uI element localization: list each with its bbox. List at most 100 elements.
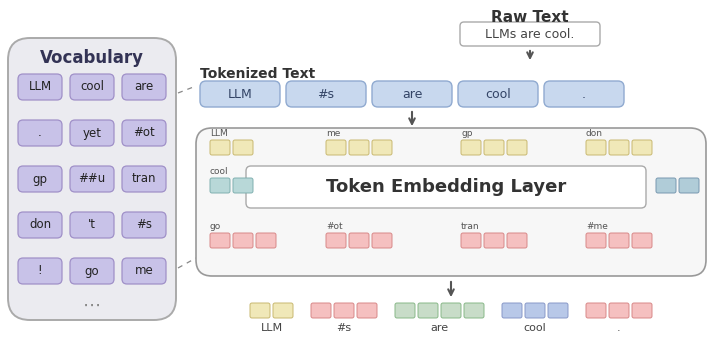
- FancyBboxPatch shape: [656, 178, 676, 193]
- FancyBboxPatch shape: [70, 166, 114, 192]
- Text: yet: yet: [83, 126, 102, 140]
- FancyBboxPatch shape: [311, 303, 331, 318]
- FancyBboxPatch shape: [609, 303, 629, 318]
- Text: #ot: #ot: [133, 126, 155, 140]
- FancyBboxPatch shape: [273, 303, 293, 318]
- FancyBboxPatch shape: [461, 140, 481, 155]
- FancyBboxPatch shape: [326, 233, 346, 248]
- Text: ⋯: ⋯: [83, 297, 101, 315]
- FancyBboxPatch shape: [609, 233, 629, 248]
- Text: don: don: [586, 129, 603, 138]
- FancyBboxPatch shape: [8, 38, 176, 320]
- Text: go: go: [85, 265, 99, 277]
- Text: don: don: [29, 219, 51, 231]
- FancyBboxPatch shape: [18, 120, 62, 146]
- Text: Raw Text: Raw Text: [491, 10, 569, 25]
- FancyBboxPatch shape: [233, 140, 253, 155]
- FancyBboxPatch shape: [586, 140, 606, 155]
- Text: are: are: [135, 80, 153, 94]
- Text: are: are: [431, 323, 449, 333]
- FancyBboxPatch shape: [548, 303, 568, 318]
- Text: cool: cool: [523, 323, 546, 333]
- FancyBboxPatch shape: [544, 81, 624, 107]
- FancyBboxPatch shape: [349, 140, 369, 155]
- Text: #me: #me: [586, 222, 608, 231]
- FancyBboxPatch shape: [70, 74, 114, 100]
- Text: #s: #s: [336, 323, 351, 333]
- FancyBboxPatch shape: [122, 120, 166, 146]
- FancyBboxPatch shape: [372, 81, 452, 107]
- Text: LLM: LLM: [28, 80, 52, 94]
- FancyBboxPatch shape: [357, 303, 377, 318]
- Text: LLM: LLM: [210, 129, 228, 138]
- FancyBboxPatch shape: [210, 233, 230, 248]
- FancyBboxPatch shape: [632, 233, 652, 248]
- FancyBboxPatch shape: [18, 166, 62, 192]
- Text: .: .: [38, 126, 42, 140]
- FancyBboxPatch shape: [395, 303, 415, 318]
- FancyBboxPatch shape: [458, 81, 538, 107]
- FancyBboxPatch shape: [122, 212, 166, 238]
- Text: LLMs are cool.: LLMs are cool.: [485, 27, 575, 41]
- FancyBboxPatch shape: [246, 166, 646, 208]
- FancyBboxPatch shape: [210, 178, 230, 193]
- Text: #s: #s: [318, 88, 335, 100]
- Text: gp: gp: [461, 129, 472, 138]
- FancyBboxPatch shape: [441, 303, 461, 318]
- FancyBboxPatch shape: [586, 303, 606, 318]
- Text: Token Embedding Layer: Token Embedding Layer: [326, 178, 566, 196]
- Text: !: !: [37, 265, 42, 277]
- Text: me: me: [326, 129, 341, 138]
- FancyBboxPatch shape: [334, 303, 354, 318]
- Text: LLM: LLM: [228, 88, 253, 100]
- FancyBboxPatch shape: [18, 258, 62, 284]
- FancyBboxPatch shape: [233, 178, 253, 193]
- Text: tran: tran: [461, 222, 480, 231]
- FancyBboxPatch shape: [256, 233, 276, 248]
- Text: .: .: [617, 323, 621, 333]
- FancyBboxPatch shape: [484, 233, 504, 248]
- FancyBboxPatch shape: [461, 233, 481, 248]
- FancyBboxPatch shape: [233, 233, 253, 248]
- FancyBboxPatch shape: [464, 303, 484, 318]
- FancyBboxPatch shape: [18, 74, 62, 100]
- Text: Vocabulary: Vocabulary: [40, 49, 144, 67]
- FancyBboxPatch shape: [196, 128, 706, 276]
- FancyBboxPatch shape: [507, 140, 527, 155]
- FancyBboxPatch shape: [349, 233, 369, 248]
- Text: #ot: #ot: [326, 222, 343, 231]
- FancyBboxPatch shape: [70, 258, 114, 284]
- Text: cool: cool: [210, 167, 229, 176]
- FancyBboxPatch shape: [286, 81, 366, 107]
- FancyBboxPatch shape: [122, 166, 166, 192]
- Text: ##u: ##u: [78, 173, 106, 185]
- FancyBboxPatch shape: [502, 303, 522, 318]
- Text: Tokenized Text: Tokenized Text: [200, 67, 315, 81]
- Text: tran: tran: [132, 173, 156, 185]
- FancyBboxPatch shape: [484, 140, 504, 155]
- Text: cool: cool: [80, 80, 104, 94]
- FancyBboxPatch shape: [210, 140, 230, 155]
- FancyBboxPatch shape: [632, 303, 652, 318]
- FancyBboxPatch shape: [122, 258, 166, 284]
- FancyBboxPatch shape: [372, 140, 392, 155]
- FancyBboxPatch shape: [372, 233, 392, 248]
- Text: are: are: [402, 88, 422, 100]
- FancyBboxPatch shape: [525, 303, 545, 318]
- FancyBboxPatch shape: [679, 178, 699, 193]
- Text: .: .: [582, 88, 586, 100]
- Text: go: go: [210, 222, 221, 231]
- Text: LLM: LLM: [261, 323, 282, 333]
- FancyBboxPatch shape: [200, 81, 280, 107]
- Text: 't: 't: [88, 219, 96, 231]
- FancyBboxPatch shape: [18, 212, 62, 238]
- Text: #s: #s: [136, 219, 152, 231]
- FancyBboxPatch shape: [586, 233, 606, 248]
- Text: me: me: [135, 265, 153, 277]
- FancyBboxPatch shape: [122, 74, 166, 100]
- FancyBboxPatch shape: [632, 140, 652, 155]
- FancyBboxPatch shape: [326, 140, 346, 155]
- FancyBboxPatch shape: [507, 233, 527, 248]
- FancyBboxPatch shape: [70, 212, 114, 238]
- Text: gp: gp: [32, 173, 48, 185]
